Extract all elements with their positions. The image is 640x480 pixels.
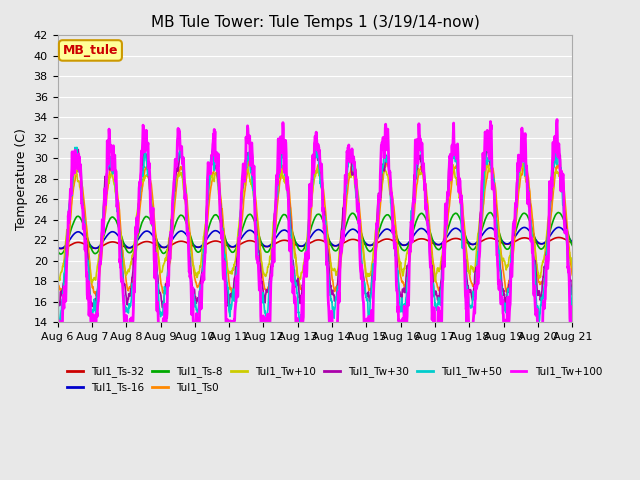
Line: Tul1_Tw+100: Tul1_Tw+100 xyxy=(58,120,572,364)
Tul1_Tw+10 xyxy=(54,273,61,279)
Tul1_Ts-16 xyxy=(54,244,61,250)
Tul1_Ts-32 xyxy=(508,240,515,246)
Tul1_Tw+50 xyxy=(226,314,234,320)
Tul1_Tw+100 xyxy=(568,321,576,327)
Tul1_Tw+100 xyxy=(462,296,470,302)
Tul1_Ts-8 xyxy=(568,243,576,249)
Tul1_Ts-32 xyxy=(568,240,576,246)
Tul1_Ts-8 xyxy=(508,241,515,247)
Tul1_Ts0 xyxy=(168,228,176,234)
Tul1_Ts-8 xyxy=(554,210,562,216)
Line: Tul1_Tw+50: Tul1_Tw+50 xyxy=(58,139,572,328)
Tul1_Ts-32 xyxy=(168,241,176,247)
Tul1_Tw+100 xyxy=(226,329,234,335)
Line: Tul1_Ts-32: Tul1_Ts-32 xyxy=(58,238,572,249)
Tul1_Ts-16 xyxy=(462,236,470,242)
Tul1_Tw+10 xyxy=(168,208,176,214)
Tul1_Ts0 xyxy=(93,293,100,299)
Tul1_Tw+10 xyxy=(568,264,576,270)
Tul1_Tw+30 xyxy=(226,294,234,300)
Tul1_Ts-32 xyxy=(555,235,563,240)
Tul1_Ts-32 xyxy=(395,241,403,247)
Tul1_Ts-16 xyxy=(92,245,99,251)
Tul1_Ts-32 xyxy=(462,240,470,245)
Tul1_Ts-32 xyxy=(54,245,61,251)
Tul1_Tw+100 xyxy=(535,361,543,367)
Tul1_Tw+50 xyxy=(168,209,176,215)
Tul1_Ts-16 xyxy=(555,225,563,230)
Tul1_Ts0 xyxy=(54,278,61,284)
Tul1_Tw+30 xyxy=(54,293,61,299)
Tul1_Tw+50 xyxy=(156,311,164,317)
Tul1_Tw+30 xyxy=(519,142,527,147)
Tul1_Tw+50 xyxy=(520,136,527,142)
Tul1_Tw+100 xyxy=(168,228,176,234)
Tul1_Ts0 xyxy=(246,157,253,163)
Tul1_Tw+30 xyxy=(508,251,515,256)
Tul1_Tw+30 xyxy=(568,290,576,296)
Tul1_Tw+100 xyxy=(54,326,61,332)
Tul1_Tw+10 xyxy=(295,281,303,287)
Tul1_Ts-8 xyxy=(54,248,61,253)
Tul1_Ts-32 xyxy=(57,246,65,252)
Tul1_Tw+30 xyxy=(156,289,163,295)
Tul1_Ts-8 xyxy=(156,246,164,252)
Tul1_Ts-16 xyxy=(168,237,176,242)
Tul1_Tw+50 xyxy=(56,325,64,331)
Text: MB_tule: MB_tule xyxy=(63,44,118,57)
Tul1_Ts-32 xyxy=(156,244,164,250)
Tul1_Tw+50 xyxy=(568,306,576,312)
Y-axis label: Temperature (C): Temperature (C) xyxy=(15,128,28,230)
Line: Tul1_Tw+30: Tul1_Tw+30 xyxy=(58,144,572,309)
Tul1_Ts0 xyxy=(568,273,576,278)
Tul1_Tw+10 xyxy=(483,159,491,165)
Tul1_Ts-8 xyxy=(395,240,403,246)
Tul1_Ts-16 xyxy=(395,239,403,245)
Tul1_Tw+100 xyxy=(553,117,561,122)
Tul1_Ts-8 xyxy=(57,251,65,257)
Tul1_Ts-16 xyxy=(508,239,515,244)
Title: MB Tule Tower: Tule Temps 1 (3/19/14-now): MB Tule Tower: Tule Temps 1 (3/19/14-now… xyxy=(150,15,479,30)
Tul1_Ts-16 xyxy=(156,242,164,248)
Tul1_Tw+50 xyxy=(395,287,403,292)
Tul1_Tw+50 xyxy=(508,243,515,249)
Line: Tul1_Ts0: Tul1_Ts0 xyxy=(58,160,572,296)
Tul1_Ts0 xyxy=(156,269,164,275)
Tul1_Tw+30 xyxy=(168,215,176,221)
Tul1_Tw+30 xyxy=(462,269,470,275)
Tul1_Ts-8 xyxy=(168,231,176,237)
Tul1_Tw+30 xyxy=(395,284,403,290)
Tul1_Ts0 xyxy=(508,264,516,269)
Tul1_Tw+10 xyxy=(508,242,516,248)
Tul1_Tw+100 xyxy=(508,261,515,267)
Tul1_Tw+100 xyxy=(156,331,163,337)
Tul1_Ts-16 xyxy=(568,239,576,245)
Tul1_Ts0 xyxy=(226,287,234,292)
Tul1_Tw+10 xyxy=(226,270,234,276)
Tul1_Tw+100 xyxy=(395,317,403,323)
Tul1_Tw+50 xyxy=(54,300,61,305)
Tul1_Tw+10 xyxy=(462,250,470,256)
Tul1_Ts0 xyxy=(396,261,403,267)
Tul1_Ts-32 xyxy=(226,244,234,250)
Tul1_Tw+50 xyxy=(462,280,470,286)
Tul1_Tw+10 xyxy=(156,263,163,268)
Tul1_Ts-16 xyxy=(226,243,234,249)
Tul1_Ts-8 xyxy=(462,235,470,241)
Line: Tul1_Ts-16: Tul1_Ts-16 xyxy=(58,228,572,248)
Line: Tul1_Ts-8: Tul1_Ts-8 xyxy=(58,213,572,254)
Legend: Tul1_Ts-32, Tul1_Ts-16, Tul1_Ts-8, Tul1_Ts0, Tul1_Tw+10, Tul1_Tw+30, Tul1_Tw+50,: Tul1_Ts-32, Tul1_Ts-16, Tul1_Ts-8, Tul1_… xyxy=(63,362,606,397)
Tul1_Ts0 xyxy=(463,249,470,255)
Tul1_Ts-8 xyxy=(226,247,234,253)
Tul1_Tw+30 xyxy=(225,306,233,312)
Line: Tul1_Tw+10: Tul1_Tw+10 xyxy=(58,162,572,284)
Tul1_Tw+10 xyxy=(395,254,403,260)
